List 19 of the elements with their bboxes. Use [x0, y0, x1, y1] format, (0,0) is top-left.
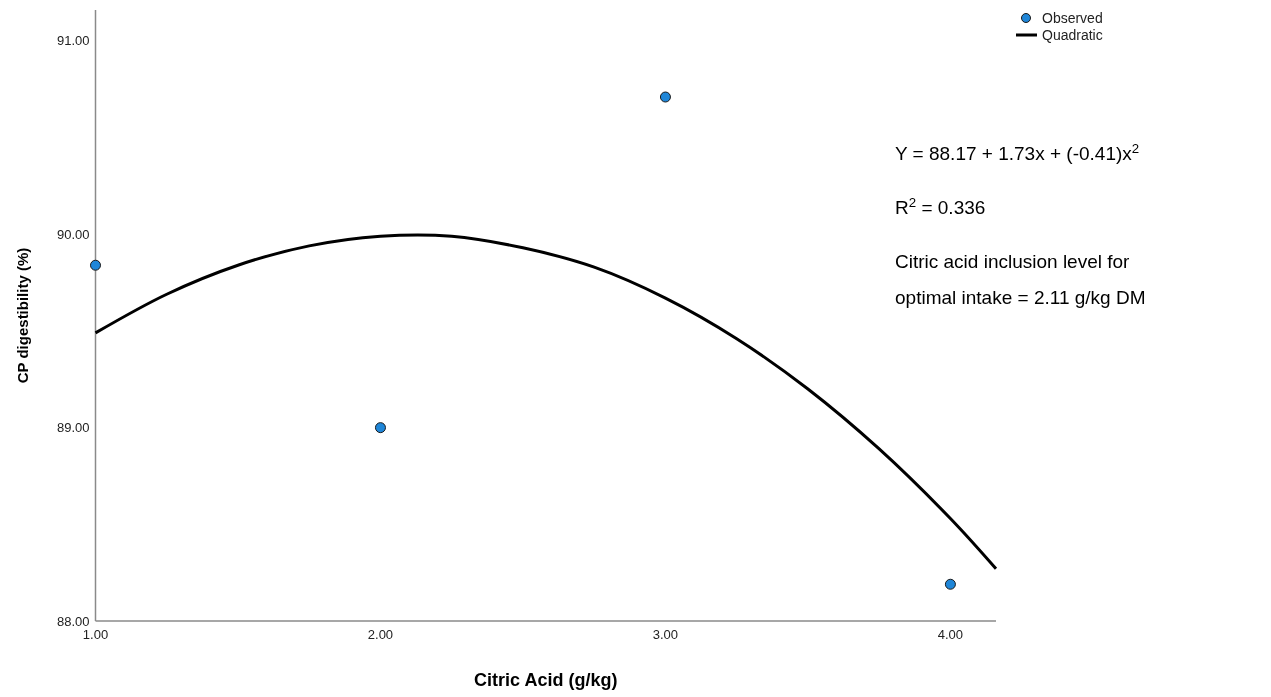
annotation: Citric acid inclusion level for optimal intake = 2.11 g/kg DM	[895, 251, 1146, 308]
y-tick-label: 90.00	[56, 226, 90, 242]
annotation: Y = 88.17 + 1.73x + (-0.41)x$^{2}$	[895, 140, 1140, 164]
x-tick-label: 3.00	[652, 627, 679, 642]
x-tick-label: 2.00	[367, 627, 394, 642]
x-tick-label: 1.00	[82, 627, 109, 642]
x-tick-label: 4.00	[937, 627, 964, 642]
y-axis-title: CP digestibility (%)	[14, 247, 31, 384]
point	[944, 578, 956, 590]
y-tick-label: 88.00	[56, 613, 90, 629]
point	[374, 422, 386, 434]
y-tick-label: 89.00	[56, 420, 90, 436]
point	[90, 259, 101, 271]
annotation: R$^{2}$ = 0.336	[895, 194, 986, 218]
legend-label: Observed	[1042, 9, 1103, 26]
point	[659, 91, 671, 103]
legend-label: Quadratic	[1042, 26, 1103, 43]
y-tick-label: 91.00	[56, 33, 90, 49]
x-axis-title: Citric Acid (g/kg)	[474, 670, 618, 690]
